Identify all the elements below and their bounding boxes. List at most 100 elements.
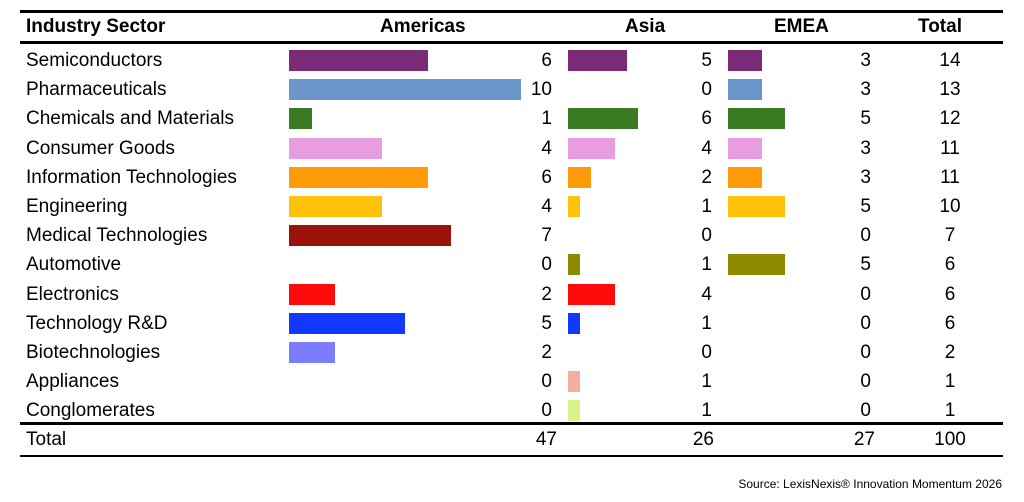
asia-value: 4 <box>701 283 712 305</box>
total-value: 14 <box>939 50 961 71</box>
americas-value: 7 <box>541 225 552 247</box>
asia-bar <box>568 283 615 305</box>
table-row: Chemicals and Materials 1 6 5 12 <box>0 104 1024 133</box>
sector-label: Technology R&D <box>26 312 168 334</box>
americas-bar <box>289 50 429 71</box>
americas-bar <box>289 196 382 217</box>
asia-value: 4 <box>701 137 712 159</box>
asia-value: 1 <box>701 400 712 422</box>
table-row: Technology R&D 5 1 0 6 <box>0 309 1024 338</box>
americas-bar <box>289 137 382 159</box>
total-emea: 27 <box>853 429 875 450</box>
asia-value: 1 <box>701 312 712 334</box>
table-row: Engineering 4 1 5 10 <box>0 192 1024 221</box>
table-row: Information Technologies 6 2 3 11 <box>0 163 1024 192</box>
americas-value: 6 <box>541 166 552 188</box>
emea-bar <box>728 166 762 188</box>
total-value: 2 <box>944 342 956 363</box>
asia-value: 0 <box>701 342 712 363</box>
americas-bar <box>289 79 521 101</box>
emea-value: 0 <box>860 371 871 393</box>
total-grand: 100 <box>934 429 966 450</box>
header-americas: Americas <box>380 16 466 37</box>
total-value: 11 <box>940 166 960 188</box>
table-row: Appliances 0 1 0 1 <box>0 367 1024 396</box>
asia-value: 6 <box>701 108 712 130</box>
sector-label: Biotechnologies <box>26 342 161 363</box>
sector-label: Electronics <box>26 283 119 305</box>
table-row: Semiconductors 6 5 3 14 <box>0 46 1024 75</box>
americas-bar <box>289 342 336 363</box>
table-row: Consumer Goods 4 4 3 11 <box>0 134 1024 163</box>
total-value: 6 <box>944 283 956 305</box>
total-row: Total 47 26 27 100 <box>0 425 1024 454</box>
table-row: Electronics 2 4 0 6 <box>0 280 1024 309</box>
emea-bar <box>728 50 762 71</box>
emea-value: 3 <box>860 166 871 188</box>
asia-value: 0 <box>701 79 712 101</box>
header-rule <box>20 41 1003 44</box>
asia-bar <box>568 108 639 130</box>
americas-bar <box>289 166 429 188</box>
emea-value: 5 <box>860 108 871 130</box>
asia-bar <box>568 166 592 188</box>
table-row: Automotive 0 1 5 6 <box>0 250 1024 279</box>
total-value: 7 <box>944 225 956 247</box>
total-value: 12 <box>939 108 961 130</box>
emea-value: 5 <box>860 196 871 217</box>
sector-label: Chemicals and Materials <box>26 108 235 130</box>
sector-label: Engineering <box>26 196 128 217</box>
asia-value: 0 <box>701 225 712 247</box>
americas-value: 4 <box>541 196 552 217</box>
emea-bar <box>728 108 785 130</box>
total-value: 10 <box>939 196 961 217</box>
emea-value: 0 <box>860 283 871 305</box>
americas-value: 4 <box>541 137 552 159</box>
americas-value: 5 <box>541 312 552 334</box>
americas-value: 2 <box>541 283 552 305</box>
emea-bar <box>728 254 785 276</box>
sector-label: Consumer Goods <box>26 137 175 159</box>
emea-value: 3 <box>860 137 871 159</box>
top-rule <box>20 10 1003 13</box>
asia-value: 1 <box>701 254 712 276</box>
total-value: 1 <box>944 371 956 393</box>
source-note: Source: LexisNexis® Innovation Momentum … <box>738 477 1002 491</box>
emea-value: 0 <box>860 342 871 363</box>
asia-bar <box>568 254 580 276</box>
emea-value: 0 <box>860 400 871 422</box>
emea-value: 5 <box>860 254 871 276</box>
asia-bar <box>568 312 580 334</box>
asia-value: 5 <box>701 50 712 71</box>
asia-bar <box>568 137 615 159</box>
header-asia: Asia <box>625 16 666 37</box>
total-value: 6 <box>944 254 956 276</box>
americas-value: 10 <box>530 79 552 101</box>
americas-value: 1 <box>541 108 552 130</box>
header-emea: EMEA <box>774 16 829 37</box>
sector-label: Automotive <box>26 254 122 276</box>
asia-bar <box>568 371 580 393</box>
americas-value: 0 <box>541 371 552 393</box>
emea-value: 0 <box>860 312 871 334</box>
table-row: Medical Technologies 7 0 0 7 <box>0 221 1024 250</box>
sector-label: Information Technologies <box>26 166 237 188</box>
asia-value: 1 <box>701 196 712 217</box>
sector-label: Semiconductors <box>26 50 163 71</box>
emea-value: 0 <box>860 225 871 247</box>
americas-bar <box>289 108 313 130</box>
table-row: Conglomerates 0 1 0 1 <box>0 396 1024 425</box>
emea-bar <box>728 137 762 159</box>
total-value: 11 <box>940 137 960 159</box>
total-label: Total <box>26 429 67 450</box>
americas-value: 6 <box>541 50 552 71</box>
total-americas: 47 <box>535 429 557 450</box>
americas-value: 2 <box>541 342 552 363</box>
asia-bar <box>568 400 580 422</box>
asia-value: 2 <box>701 166 712 188</box>
header-industry-sector: Industry Sector <box>26 16 166 37</box>
total-rule <box>20 422 1003 425</box>
asia-value: 1 <box>701 371 712 393</box>
total-asia: 26 <box>692 429 714 450</box>
emea-bar <box>728 79 762 101</box>
